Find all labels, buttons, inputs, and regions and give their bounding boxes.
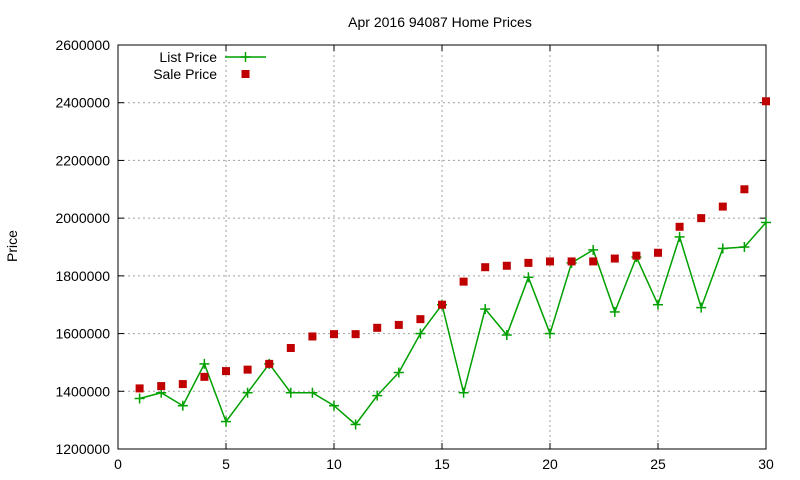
- data-point: [653, 299, 663, 310]
- data-point: [654, 248, 662, 257]
- data-point: [632, 251, 641, 260]
- data-point: [200, 372, 209, 381]
- y-tick-label: 2200000: [55, 152, 110, 168]
- data-point: [199, 358, 210, 369]
- data-point: [545, 328, 555, 339]
- y-axis-label: Price: [4, 230, 20, 262]
- grid: [118, 45, 766, 449]
- x-tick-label: 15: [434, 456, 450, 472]
- data-point: [739, 242, 750, 252]
- data-point: [329, 400, 339, 411]
- data-point: [330, 330, 338, 339]
- data-point: [307, 387, 318, 398]
- y-tick-label: 1600000: [55, 326, 110, 342]
- data-point: [416, 315, 425, 324]
- data-point: [718, 202, 727, 211]
- data-point: [393, 367, 404, 378]
- data-point: [372, 390, 383, 401]
- data-point: [480, 304, 491, 315]
- chart-title: Apr 2016 94087 Home Prices: [348, 14, 532, 30]
- data-point: [373, 323, 382, 332]
- data-point: [221, 416, 231, 427]
- data-point: [696, 302, 707, 313]
- data-point: [762, 97, 770, 106]
- data-point: [740, 185, 749, 194]
- legend-label: List Price: [159, 49, 217, 65]
- data-point: [588, 244, 599, 255]
- y-tick-label: 2600000: [55, 37, 110, 53]
- x-tick-label: 10: [326, 456, 342, 472]
- legend-label: Sale Price: [153, 66, 217, 82]
- data-point: [674, 231, 685, 242]
- y-tick-label: 2400000: [55, 95, 110, 111]
- data-point: [589, 257, 598, 266]
- x-tick-label: 20: [542, 456, 558, 472]
- data-point: [177, 400, 188, 411]
- data-point: [524, 258, 533, 267]
- data-point: [459, 277, 468, 286]
- data-point: [481, 263, 490, 272]
- x-tick-label: 30: [758, 456, 774, 472]
- data-point: [134, 393, 145, 404]
- data-point: [415, 328, 426, 339]
- y-tick-label: 2000000: [55, 210, 110, 226]
- y-tick-label: 1800000: [55, 268, 110, 284]
- data-point: [351, 330, 360, 339]
- data-point: [675, 222, 684, 231]
- x-tick-label: 25: [650, 456, 666, 472]
- data-point: [546, 257, 554, 266]
- y-tick-label: 1200000: [55, 441, 110, 457]
- data-point: [761, 217, 771, 228]
- data-point: [609, 306, 620, 317]
- data-point: [265, 359, 274, 368]
- data-point: [157, 382, 166, 391]
- y-tick-label: 1400000: [55, 383, 110, 399]
- data-point: [285, 387, 296, 398]
- series-line: [139, 221, 767, 426]
- data-point: [697, 214, 706, 223]
- data-point: [222, 367, 230, 376]
- data-point: [610, 254, 619, 263]
- data-point: [135, 384, 144, 393]
- legend-marker: [241, 70, 250, 78]
- data-point: [717, 243, 728, 254]
- x-tick-label: 5: [222, 456, 230, 472]
- data-point: [567, 257, 576, 266]
- series-layer: [134, 97, 771, 430]
- data-point: [242, 387, 253, 398]
- axis-ticks: 1200000 1400000 1600000 1800000 2000000 22000…: [55, 37, 774, 472]
- series-2: [135, 97, 770, 393]
- data-point: [394, 320, 403, 329]
- x-tick-label: 0: [114, 456, 122, 472]
- data-point: [458, 387, 469, 398]
- data-point: [350, 419, 361, 430]
- data-point: [178, 380, 187, 389]
- data-point: [523, 272, 534, 283]
- data-point: [502, 261, 511, 270]
- data-point: [286, 344, 295, 352]
- data-point: [438, 300, 446, 309]
- data-point: [243, 365, 252, 374]
- data-point: [501, 330, 512, 341]
- legend-marker: [240, 52, 251, 62]
- plot-frame: [117, 44, 767, 450]
- data-point: [308, 332, 317, 341]
